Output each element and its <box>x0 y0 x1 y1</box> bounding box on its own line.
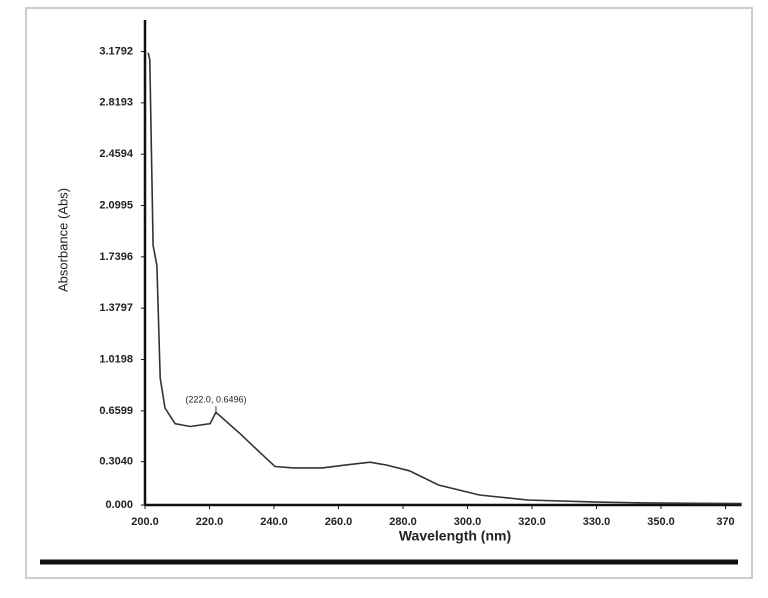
y-tick-label: 1.7396 <box>99 251 133 263</box>
y-tick-label: 0.6599 <box>99 405 133 417</box>
y-tick-label: 1.0198 <box>99 353 133 365</box>
y-tick-label: 0.000 <box>105 499 133 511</box>
y-axis-label: Absorbance (Abs) <box>55 188 70 292</box>
x-tick-label: 280.0 <box>389 516 417 528</box>
y-tick-label: 3.1792 <box>99 45 133 57</box>
x-tick-label: 220.0 <box>196 516 224 528</box>
y-tick-label: 2.8193 <box>99 97 133 109</box>
x-tick-label: 350.0 <box>647 516 675 528</box>
x-tick-label: 200.0 <box>131 516 159 528</box>
spectrum-line <box>147 52 742 505</box>
x-tick-label: 240.0 <box>260 516 288 528</box>
annotation: (222.0, 0.6496) <box>185 395 246 405</box>
x-axis-label: Wavelength (nm) <box>399 528 511 544</box>
frame <box>25 7 753 579</box>
x-tick-label: 300.0 <box>454 516 482 528</box>
y-tick-label: 2.4594 <box>99 148 134 160</box>
x-tick-label: 370 <box>716 516 734 528</box>
y-tick-label: 0.3040 <box>99 456 133 468</box>
x-tick-label: 260.0 <box>325 516 353 528</box>
y-tick-label: 2.0995 <box>99 199 133 211</box>
x-tick-label: 320.0 <box>518 516 546 528</box>
y-tick-label: 1.3797 <box>99 302 133 314</box>
x-tick-label: 330.0 <box>583 516 611 528</box>
